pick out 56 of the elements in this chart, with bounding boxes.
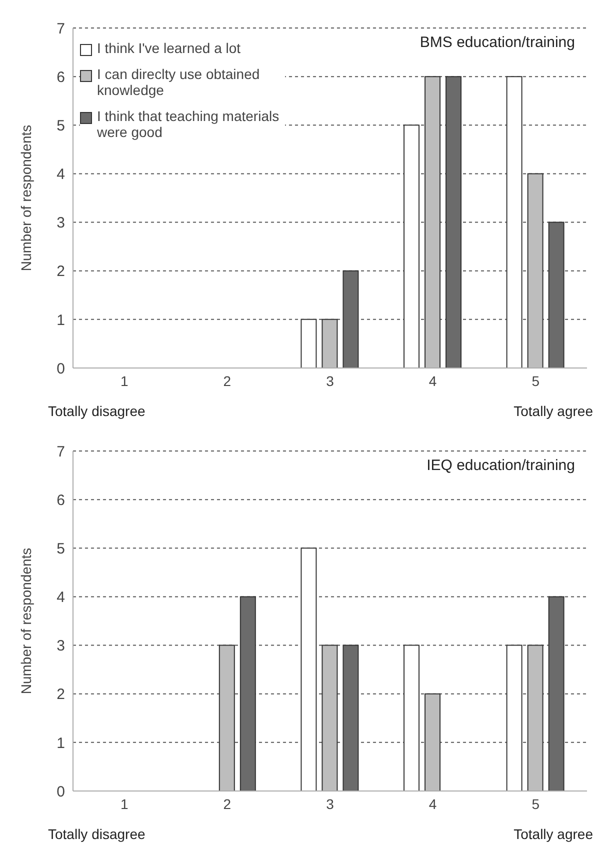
bar — [424, 693, 441, 791]
x-tick-label: 5 — [532, 372, 540, 389]
bar — [446, 76, 462, 368]
bar — [300, 548, 317, 791]
bar — [548, 596, 564, 791]
y-tick-label: 2 — [56, 263, 65, 280]
bar — [404, 124, 420, 368]
bar — [527, 173, 544, 368]
x-tick-label: 3 — [326, 372, 334, 389]
x-tick-label: 3 — [326, 796, 334, 812]
bar — [342, 644, 359, 791]
y-tick-label: 1 — [56, 734, 65, 752]
x-tick-label: 2 — [223, 372, 232, 389]
y-tick-label: 2 — [56, 686, 65, 704]
x-tick-label: 1 — [120, 372, 128, 389]
chart-title: BMS education/training — [420, 34, 575, 51]
bar — [300, 318, 317, 368]
y-axis-title: Number of respondents — [18, 124, 34, 272]
y-tick-label: 3 — [56, 214, 65, 232]
text: Totally disagree — [48, 403, 146, 419]
y-tick-label: 4 — [56, 166, 65, 184]
text: Totally agree — [514, 826, 593, 842]
bar — [548, 222, 564, 368]
y-axis-title: Number of respondents — [18, 548, 34, 694]
y-tick-label: 6 — [56, 492, 65, 509]
legend-label: I can direclty use obtained knowledge — [97, 66, 261, 98]
bar — [506, 644, 522, 791]
y-tick-label: 5 — [56, 540, 65, 558]
bar — [527, 644, 544, 791]
x-tick-label: 4 — [428, 372, 437, 389]
chart-title: IEQ education/training — [426, 457, 575, 474]
text: Totally disagree — [48, 826, 146, 842]
y-tick-label: 0 — [56, 360, 65, 378]
text: Totally agree — [514, 403, 593, 419]
y-tick-label: 0 — [56, 783, 65, 800]
x-tick-label: 1 — [120, 796, 128, 812]
bar — [424, 76, 441, 368]
y-tick-label: 4 — [56, 589, 65, 606]
y-tick-label: 1 — [56, 312, 65, 329]
legend-label: I think I've learned a lot — [97, 40, 241, 56]
y-tick-label: 6 — [56, 68, 65, 86]
x-tick-label: 4 — [428, 796, 437, 812]
y-tick-label: 5 — [56, 117, 65, 134]
bar — [322, 644, 338, 791]
bar — [506, 76, 522, 368]
y-tick-label: 7 — [56, 20, 65, 38]
y-tick-label: 3 — [56, 638, 65, 655]
y-tick-label: 7 — [56, 443, 65, 460]
bar — [404, 644, 420, 791]
bar — [240, 596, 256, 791]
legend-label: I think that teaching materials were good — [97, 108, 280, 140]
bar — [322, 318, 338, 368]
x-tick-label: 5 — [532, 796, 540, 812]
bar — [342, 270, 359, 368]
x-tick-label: 2 — [223, 796, 232, 812]
bar — [218, 644, 235, 791]
